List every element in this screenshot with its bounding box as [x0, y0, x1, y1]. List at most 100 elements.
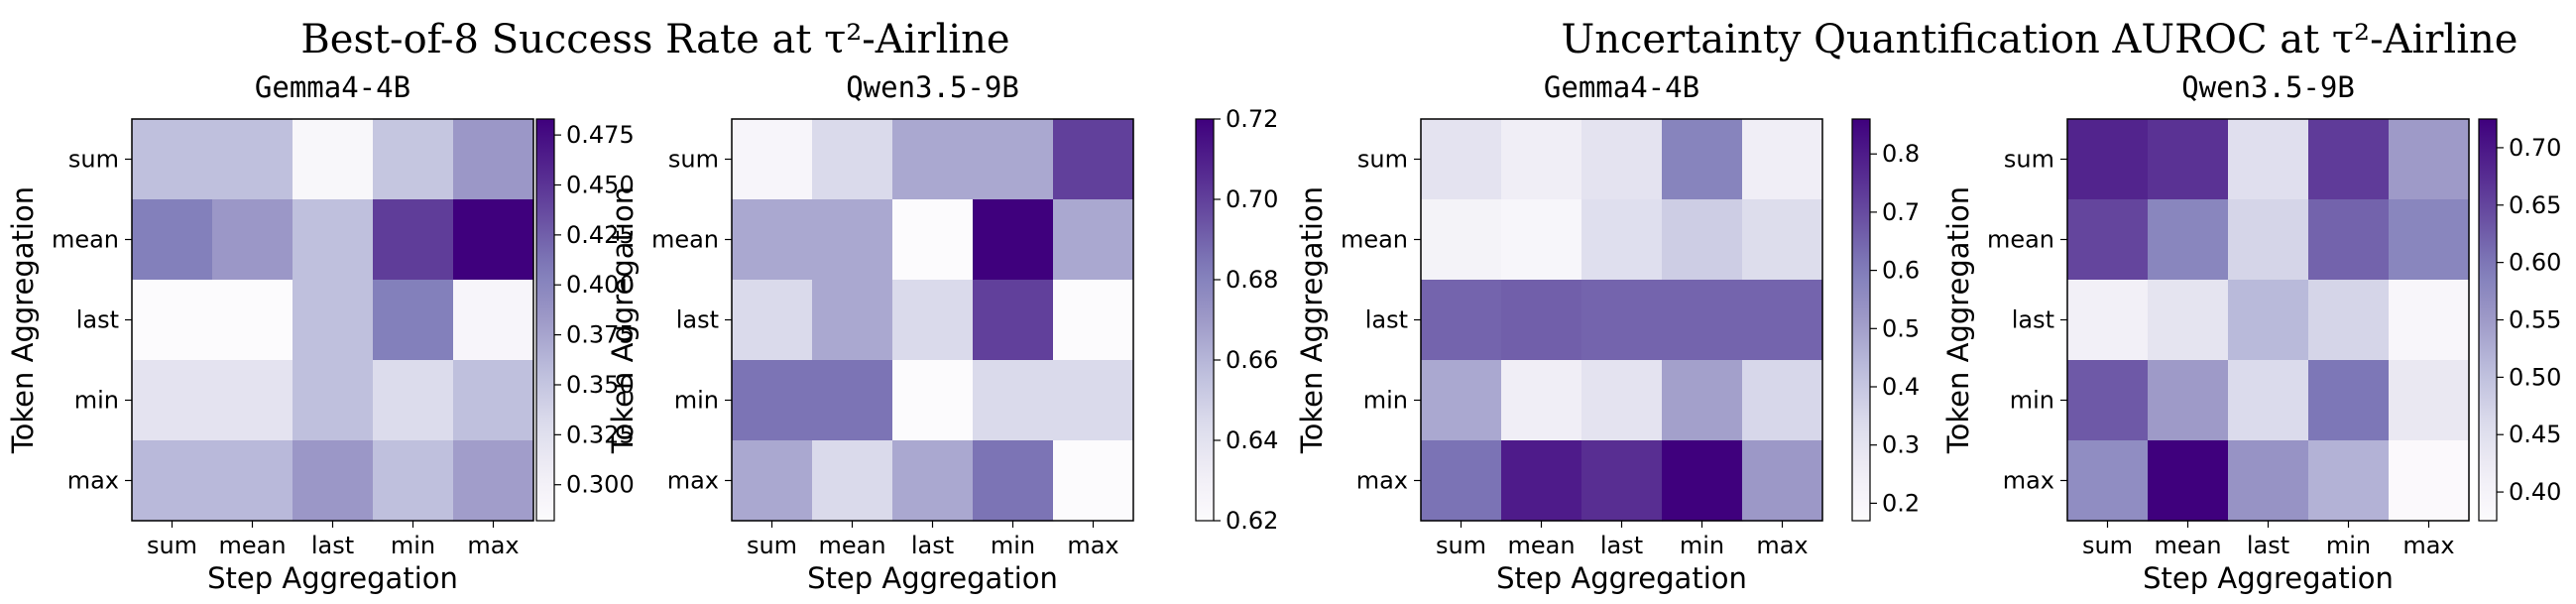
heatmap-cell [1053, 199, 1134, 281]
colorbar [535, 118, 555, 522]
heatmap-cell [373, 199, 454, 281]
heatmap-cell [732, 119, 813, 200]
x-axis-label: Step Aggregation [1496, 561, 1747, 595]
heatmap-cell [1662, 360, 1743, 441]
heatmap-cell [973, 199, 1054, 281]
heatmap-cell [2148, 360, 2229, 441]
y-tick-label: last [2012, 306, 2054, 334]
colorbar-tick-label: 0.60 [2509, 249, 2561, 277]
heatmap-cell [1501, 360, 1582, 441]
x-axis-label: Step Aggregation [807, 561, 1058, 595]
colorbar-tick-label: 0.65 [2509, 191, 2561, 219]
heatmap-cell [2389, 440, 2470, 522]
heatmap-cell [212, 280, 293, 361]
heatmap-cell [1581, 360, 1663, 441]
colorbar-tick-label: 0.2 [1882, 489, 1920, 517]
heatmap-cell [2389, 119, 2470, 200]
x-tick-label: last [311, 532, 354, 559]
colorbar-tick-label: 0.425 [566, 221, 635, 249]
heatmap-cell [1421, 360, 1502, 441]
y-tick-label: sum [1357, 146, 1408, 174]
y-tick-label: last [1365, 306, 1408, 334]
heatmap-cell [453, 119, 534, 200]
colorbar-tick-label: 0.375 [566, 321, 635, 349]
heatmap-cell [2308, 360, 2390, 441]
x-tick-label: sum [147, 532, 197, 559]
panel-title: Gemma4-4B [255, 70, 410, 104]
heatmap-cell [2067, 280, 2149, 361]
heatmap-cell [453, 280, 534, 361]
colorbar [2478, 118, 2498, 522]
heatmap-cell [373, 280, 454, 361]
colorbar-tick-label: 0.7 [1882, 198, 1920, 226]
heatmap-cell [453, 360, 534, 441]
heatmap-cell [1742, 440, 1823, 522]
heatmap-cell [2228, 440, 2309, 522]
colorbar-tick-label: 0.475 [566, 121, 635, 149]
heatmap-cell [2148, 119, 2229, 200]
x-tick-label: mean [1507, 532, 1575, 559]
y-tick-label: sum [68, 146, 119, 174]
x-tick-label: min [391, 532, 435, 559]
colorbar-tick-label: 0.325 [566, 421, 635, 448]
colorbar-tick-label: 0.55 [2509, 306, 2561, 334]
heatmap-cell [892, 119, 974, 200]
heatmap-cell [1421, 199, 1502, 281]
heatmap-cell [812, 440, 893, 522]
heatmap-cell [2067, 360, 2149, 441]
heatmap-cell [732, 199, 813, 281]
y-tick-label: last [76, 306, 119, 334]
colorbar-tick-label: 0.70 [1226, 185, 1278, 213]
heatmap-cell [1421, 440, 1502, 522]
heatmap-cell [973, 360, 1054, 441]
x-tick-label: sum [1436, 532, 1486, 559]
x-tick-label: mean [2154, 532, 2221, 559]
y-tick-label: min [674, 387, 719, 415]
heatmap-cell [293, 440, 374, 522]
colorbar-tick-label: 0.50 [2509, 363, 2561, 391]
colorbar [1851, 118, 1871, 522]
heatmap-cell [973, 280, 1054, 361]
x-tick-label: last [911, 532, 954, 559]
heatmap-cell [812, 360, 893, 441]
heatmap-cell [1053, 280, 1134, 361]
heatmap-cell [892, 280, 974, 361]
colorbar-tick-label: 0.64 [1226, 426, 1278, 454]
colorbar-tick-label: 0.5 [1882, 314, 1920, 342]
colorbar-tick-label: 0.350 [566, 371, 635, 399]
heatmap-cell [812, 199, 893, 281]
heatmap-cell [132, 360, 213, 441]
heatmap-cell [2228, 119, 2309, 200]
heatmap-cell [2228, 280, 2309, 361]
heatmap-cell [973, 119, 1054, 200]
heatmap-cell [973, 440, 1054, 522]
x-axis-label: Step Aggregation [207, 561, 458, 595]
suptitle-left: Best-of-8 Success Rate at τ²-Airline [300, 17, 1009, 62]
y-axis-label: Token Aggregation [606, 186, 640, 454]
x-tick-label: max [467, 532, 519, 559]
heatmap-cell [892, 360, 974, 441]
heatmap-cell [2228, 360, 2309, 441]
heatmap-cell [1053, 119, 1134, 200]
heatmap-cell [732, 440, 813, 522]
heatmap-cell [1501, 199, 1582, 281]
heatmap-cell [1053, 360, 1134, 441]
heatmap-cell [1662, 119, 1743, 200]
y-axis-label: Token Aggregation [1295, 186, 1329, 454]
heatmap-cell [2308, 119, 2390, 200]
heatmap-cell [1662, 280, 1743, 361]
heatmap-cell [212, 199, 293, 281]
y-tick-label: max [667, 467, 719, 495]
colorbar [1195, 118, 1215, 522]
y-tick-label: max [1356, 467, 1408, 495]
heatmap-cell [453, 440, 534, 522]
heatmap-cell [212, 360, 293, 441]
colorbar-tick-label: 0.6 [1882, 257, 1920, 285]
colorbar-tick-label: 0.8 [1882, 140, 1920, 168]
heatmap-cell [373, 360, 454, 441]
heatmap-cell [293, 360, 374, 441]
heatmap-cell [2148, 440, 2229, 522]
